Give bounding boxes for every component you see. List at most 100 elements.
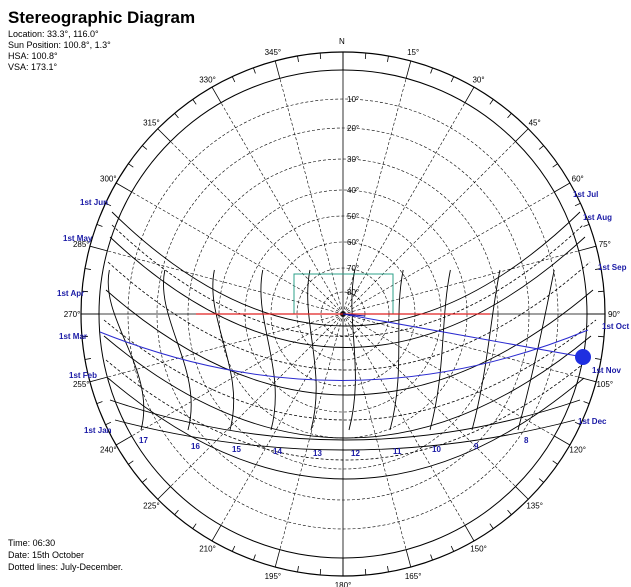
azimuth-tick: [583, 401, 590, 404]
azimuth-tick: [578, 245, 597, 252]
azimuth-tick: [89, 376, 108, 383]
azimuth-tick: [115, 182, 132, 193]
azimuth-tick: [192, 523, 197, 529]
altitude-label-30: 30°: [347, 155, 359, 164]
azimuth-radial-195: [279, 313, 344, 550]
azimuth-tick: [597, 290, 605, 293]
azimuth-label-315: 315°: [143, 118, 160, 127]
azimuth-tick: [211, 525, 222, 542]
azimuth-label-330: 330°: [199, 75, 216, 84]
hour-line-14: [260, 269, 276, 431]
azimuth-tick: [231, 76, 236, 83]
azimuth-label-240: 240°: [100, 446, 117, 455]
hour-labels: 17 16 15 14 13 12 11 10 9 8: [139, 436, 529, 458]
hour-label-9: 9: [474, 442, 479, 451]
azimuth-tick: [595, 268, 602, 270]
hour-line-12: [348, 269, 356, 431]
diagram-title: Stereographic Diagram: [8, 8, 196, 27]
azimuth-tick: [387, 55, 389, 62]
azimuth-label-30: 30°: [472, 75, 484, 84]
azimuth-label-45: 45°: [529, 118, 541, 127]
hour-label-15: 15: [232, 445, 241, 454]
azimuth-tick: [405, 60, 412, 79]
azimuth-tick: [578, 376, 597, 383]
azimuth-tick: [84, 358, 91, 360]
hour-label-11: 11: [393, 447, 402, 456]
altitude-label-40: 40°: [347, 186, 359, 195]
azimuth-tick: [157, 128, 171, 142]
time-text: Time: 06:30: [8, 538, 56, 548]
azimuth-tick: [319, 52, 322, 60]
azimuth-tick: [142, 478, 148, 483]
altitude-label-50: 50°: [347, 212, 359, 221]
azimuth-tick: [574, 421, 581, 426]
altitude-label-80: 80°: [347, 288, 359, 297]
azimuth-tick: [105, 421, 112, 426]
azimuth-label-285: 285°: [73, 240, 90, 249]
month-label-nov: 1st Nov: [592, 366, 621, 375]
date-arc-may: [109, 236, 586, 348]
azimuth-tick: [595, 358, 602, 360]
azimuth-radial-165: [342, 313, 407, 550]
azimuth-radial-300: [131, 191, 344, 315]
azimuth-tick: [84, 268, 91, 270]
date-arc-aug: [111, 224, 584, 337]
azimuth-tick: [96, 224, 103, 227]
month-label-mar: 1st Mar: [59, 332, 87, 341]
azimuth-tick: [552, 460, 558, 465]
hour-line-9: [471, 269, 501, 431]
azimuth-radial-150: [342, 313, 466, 526]
date-text: Date: 15th October: [8, 550, 85, 560]
azimuth-tick: [174, 113, 179, 119]
date-arc-jan: [114, 419, 576, 451]
hour-label-12: 12: [351, 449, 360, 458]
month-label-jan: 1st Jan: [84, 426, 112, 435]
azimuth-label-225: 225°: [143, 502, 160, 511]
azimuth-tick: [489, 523, 494, 529]
azimuth-radial-210: [220, 313, 344, 526]
azimuth-tick: [128, 460, 134, 465]
azimuth-tick: [507, 509, 512, 515]
azimuth-tick: [554, 435, 571, 446]
azimuth-tick: [274, 60, 281, 79]
azimuth-label-195: 195°: [265, 572, 282, 581]
azimuth-radial-315: [170, 141, 344, 315]
date-arc-oct: [103, 319, 597, 421]
azimuth-label-75: 75°: [599, 240, 611, 249]
hour-label-16: 16: [191, 442, 200, 451]
azimuth-tick: [583, 224, 590, 227]
azimuth-tick: [574, 202, 581, 207]
azimuth-tick: [211, 86, 222, 103]
azimuth-tick: [405, 549, 412, 568]
azimuth-tick: [430, 554, 433, 561]
hour-label-10: 10: [432, 445, 441, 454]
date-arcs-dotted: [103, 224, 597, 461]
azimuth-label-135: 135°: [526, 502, 543, 511]
hour-label-17: 17: [139, 436, 148, 445]
azimuth-tick: [105, 202, 112, 207]
azimuth-label-15: 15°: [407, 48, 419, 57]
azimuth-label-150: 150°: [470, 545, 487, 554]
azimuth-radial-240: [131, 313, 344, 437]
azimuth-tick: [450, 76, 455, 83]
azimuth-tick: [231, 545, 236, 552]
hour-line-13: [307, 269, 317, 431]
hour-lines: [107, 269, 555, 431]
sun-ray-line: [342, 313, 584, 358]
hour-line-11: [389, 269, 404, 431]
azimuth-label-300: 300°: [100, 175, 117, 184]
azimuth-radial-15: [342, 78, 407, 315]
azimuth-label-180: 180°: [335, 581, 352, 587]
date-arc-apr: [105, 289, 594, 396]
azimuth-tick: [450, 545, 455, 552]
azimuth-label-165: 165°: [405, 572, 422, 581]
date-arc-feb: [107, 377, 585, 480]
azimuth-label-120: 120°: [569, 446, 586, 455]
azimuth-label-60: 60°: [572, 175, 584, 184]
azimuth-tick: [89, 245, 108, 252]
azimuth-tick: [115, 435, 132, 446]
azimuth-label-345: 345°: [265, 48, 282, 57]
azimuth-label-270: 270°: [64, 310, 81, 319]
azimuth-radial-30: [342, 102, 466, 315]
